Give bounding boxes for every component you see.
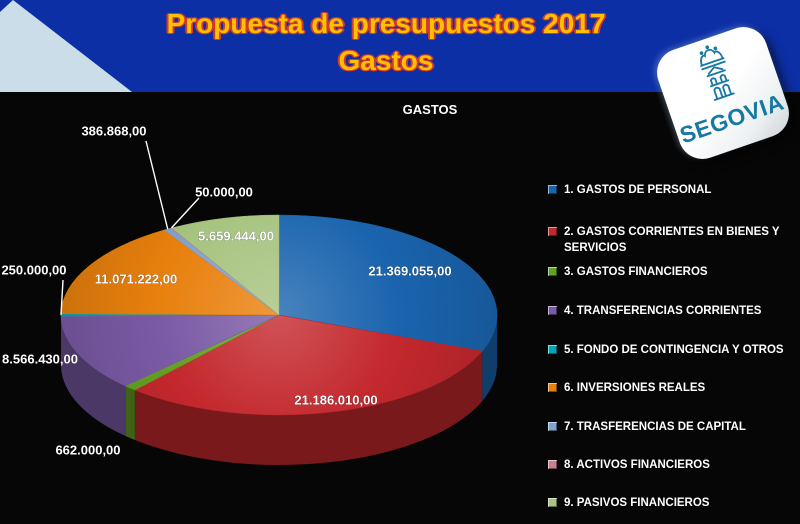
value-label-7: 386.868,00	[81, 124, 146, 139]
legend-label: 3. GASTOS FINANCIEROS	[564, 266, 708, 278]
segovia-logo: SEGOVIA	[650, 20, 796, 166]
legend-item-5: 5. FONDO DE CONTINGENCIA Y OTROS	[548, 342, 794, 358]
legend-item-2: 2. GASTOS CORRIENTES EN BIENES Y SERVICI…	[548, 224, 794, 256]
pie-slice-side-4	[61, 316, 126, 436]
legend-item-8: 8. ACTIVOS FINANCIEROS	[548, 457, 794, 473]
pie-slice-4	[60, 314, 280, 387]
pie-slice-9	[171, 214, 280, 316]
legend-swatch-icon	[548, 422, 557, 431]
value-label-4: 8.566.430,00	[2, 352, 78, 367]
legend-swatch-icon	[548, 383, 557, 392]
legend-label: 5. FONDO DE CONTINGENCIA Y OTROS	[564, 344, 784, 356]
value-label-8: 50.000,00	[195, 185, 253, 200]
legend-item-7: 7. TRASFERENCIAS DE CAPITAL	[548, 419, 794, 435]
pie-slice-side-2	[134, 351, 483, 465]
legend-label: 9. PASIVOS FINANCIEROS	[564, 497, 710, 509]
legend-item-1: 1. GASTOS DE PERSONAL	[548, 182, 794, 198]
slide-title: Propuesta de presupuestos 2017	[166, 8, 606, 39]
value-label-1: 21.369.055,00	[368, 264, 451, 279]
value-label-6: 11.071.222,00	[95, 272, 177, 287]
leader-line-5	[60, 279, 64, 315]
slide-subtitle: Gastos	[338, 45, 434, 76]
pie-slice-side-3	[125, 385, 135, 441]
chart-title: GASTOS	[402, 102, 458, 117]
legend-label: 4. TRANSFERENCIAS CORRIENTES	[564, 305, 762, 317]
legend-swatch-icon	[548, 267, 557, 276]
header-banner: Propuesta de presupuestos 2017 Gastos	[0, 0, 800, 92]
leader-line-7	[145, 140, 169, 230]
legend-label: 2. GASTOS CORRIENTES EN BIENES Y SERVICI…	[564, 226, 780, 254]
legend-swatch-icon	[548, 460, 557, 469]
legend-swatch-icon	[548, 227, 557, 236]
legend-item-6: 6. INVERSIONES REALES	[548, 380, 794, 396]
legend-item-3: 3. GASTOS FINANCIEROS	[548, 264, 794, 280]
segovia-crest-icon	[699, 45, 735, 101]
pie-slice-1	[278, 214, 498, 352]
legend-label: 8. ACTIVOS FINANCIEROS	[564, 459, 710, 471]
value-label-2: 21.186.010,00	[294, 393, 377, 408]
value-label-3: 662.000,00	[55, 443, 120, 458]
value-label-5: 250.000,00	[1, 263, 66, 278]
legend-label: 1. GASTOS DE PERSONAL	[564, 184, 712, 196]
value-label-9: 5.659.444,00	[198, 229, 274, 244]
legend-swatch-icon	[548, 498, 557, 507]
pie-slice-2	[134, 314, 483, 416]
legend-swatch-icon	[548, 345, 557, 354]
legend-swatch-icon	[548, 185, 557, 194]
leader-line-8	[170, 197, 200, 229]
legend-item-4: 4. TRANSFERENCIAS CORRIENTES	[548, 303, 794, 319]
title-block: Propuesta de presupuestos 2017 Gastos	[0, 5, 772, 79]
legend-item-9: 9. PASIVOS FINANCIEROS	[548, 495, 794, 511]
legend-label: 6. INVERSIONES REALES	[564, 382, 706, 394]
legend-label: 7. TRASFERENCIAS DE CAPITAL	[564, 421, 746, 433]
legend-swatch-icon	[548, 306, 557, 315]
pie-slice-side-1	[482, 315, 497, 402]
legend: 1. GASTOS DE PERSONAL 2. GASTOS CORRIENTE…	[548, 0, 796, 524]
